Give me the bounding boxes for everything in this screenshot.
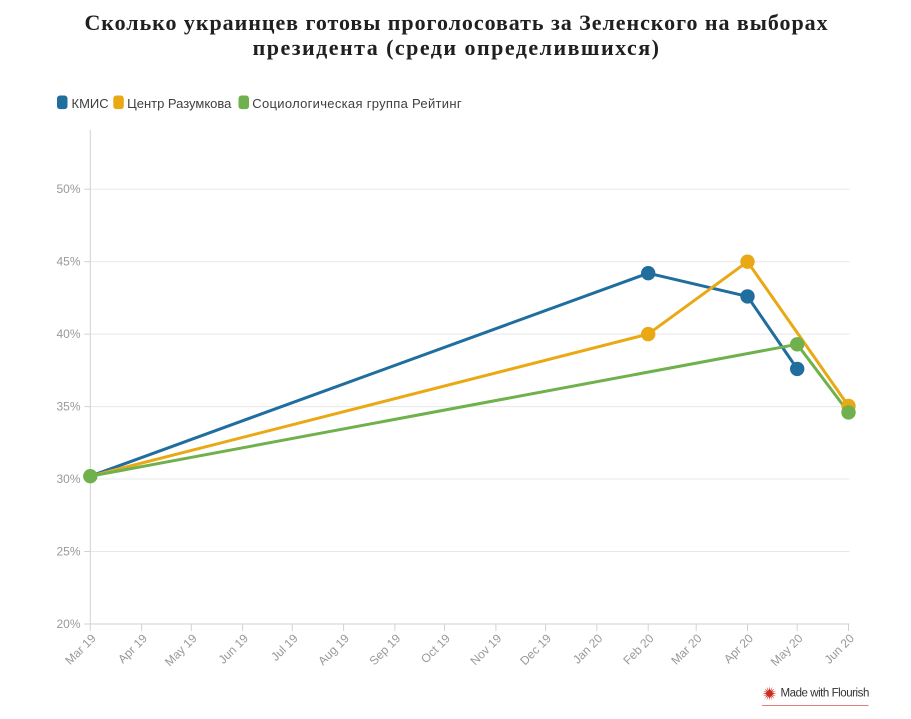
svg-text:May 19: May 19 bbox=[162, 631, 200, 669]
svg-text:Made with Flourish: Made with Flourish bbox=[781, 688, 869, 700]
svg-text:Jun 20: Jun 20 bbox=[822, 631, 858, 667]
svg-text:35%: 35% bbox=[56, 400, 80, 414]
svg-text:Jul 19: Jul 19 bbox=[268, 631, 301, 664]
svg-text:Mar 19: Mar 19 bbox=[62, 631, 99, 668]
svg-text:May 20: May 20 bbox=[768, 631, 806, 669]
svg-text:Центр Разумкова: Центр Разумкова bbox=[127, 96, 232, 111]
svg-text:20%: 20% bbox=[56, 617, 80, 631]
svg-text:Dec 19: Dec 19 bbox=[517, 631, 554, 668]
svg-text:Jan 20: Jan 20 bbox=[570, 631, 606, 667]
svg-text:30%: 30% bbox=[56, 472, 80, 486]
svg-text:Oct 19: Oct 19 bbox=[418, 631, 453, 666]
svg-text:Социологическая группа Рейтинг: Социологическая группа Рейтинг bbox=[252, 96, 462, 111]
svg-text:25%: 25% bbox=[56, 545, 80, 559]
svg-text:Mar 20: Mar 20 bbox=[668, 631, 705, 668]
svg-text:Apr 20: Apr 20 bbox=[721, 631, 756, 666]
svg-text:Jun 19: Jun 19 bbox=[216, 631, 252, 667]
svg-text:Sep 19: Sep 19 bbox=[367, 631, 404, 668]
svg-text:Aug 19: Aug 19 bbox=[315, 631, 352, 668]
svg-text:45%: 45% bbox=[56, 255, 80, 269]
svg-text:Apr 19: Apr 19 bbox=[115, 631, 150, 666]
svg-text:Feb 20: Feb 20 bbox=[620, 631, 657, 668]
svg-text:50%: 50% bbox=[56, 182, 80, 196]
svg-text:40%: 40% bbox=[56, 327, 80, 341]
svg-text:Nov 19: Nov 19 bbox=[468, 631, 505, 668]
svg-text:КМИС: КМИС bbox=[72, 96, 109, 111]
